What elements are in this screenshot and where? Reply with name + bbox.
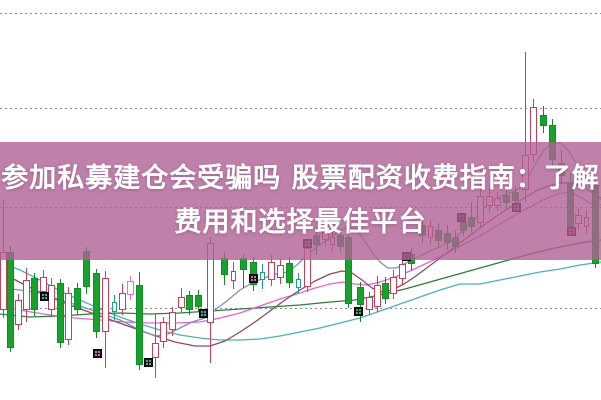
signal-marker-dot [359,309,361,311]
candle [48,285,55,310]
candle [286,263,293,283]
signal-marker-dot [42,294,44,296]
candle [357,287,364,305]
candle [169,312,176,330]
candle [23,280,30,310]
candle [277,265,284,278]
signal-marker-dot [204,311,206,313]
ma-line-cyan-long [0,261,601,341]
candle [186,295,193,310]
candle-wick [525,52,526,202]
signal-marker [144,358,153,367]
candle [221,258,228,275]
signal-marker-dot [146,360,148,362]
candle [382,283,389,299]
headline-line-2: 费用和选择最佳平台 [174,207,427,238]
signal-marker-dot [95,351,97,353]
candle [399,264,406,279]
headline-banner: 参加私募建仓会受骗吗 股票配资收费指南：了解 费用和选择最佳平台 [0,142,601,260]
signal-marker-dot [149,360,151,362]
signal-marker-dot [254,279,256,281]
candle [152,343,159,358]
gridline [0,13,601,14]
gridline [0,308,601,309]
candle [112,302,117,312]
candle [195,295,202,307]
signal-marker-dot [149,363,151,365]
signal-marker-dot [42,297,44,299]
signal-marker-dot [251,279,253,281]
signal-marker [93,349,102,358]
candle-wick [243,254,244,288]
candle [250,262,257,285]
candle [57,283,64,343]
signal-marker-dot [146,363,148,365]
signal-marker [40,292,49,301]
candle [390,277,397,294]
candle [7,252,14,348]
signal-marker [249,274,258,283]
candle [93,273,100,332]
signal-marker-dot [356,309,358,311]
signal-marker-dot [201,314,203,316]
signal-marker-dot [98,351,100,353]
signal-marker-dot [95,354,97,356]
signal-marker-dot [254,276,256,278]
candle [178,297,185,308]
signal-marker-dot [356,312,358,314]
candle [231,271,236,281]
candle [260,272,265,280]
signal-marker-dot [359,312,361,314]
candle [65,293,72,340]
candle [374,285,381,307]
signal-marker-dot [251,276,253,278]
candle [540,115,547,126]
candle [0,252,7,310]
candle [136,285,143,365]
candle [296,279,301,288]
signal-marker-dot [204,314,206,316]
candle [74,288,81,310]
signal-marker-dot [201,311,203,313]
signal-marker [199,309,208,318]
candle [40,277,47,292]
candle [268,262,275,280]
candle [366,297,373,310]
candle [127,281,134,295]
signal-marker [354,307,363,316]
signal-marker-dot [45,294,47,296]
headline-line-1: 参加私募建仓会受骗吗 股票配资收费指南：了解 [1,163,600,194]
candle [102,278,109,332]
signal-marker-dot [98,354,100,356]
candle [119,293,126,310]
candle [160,322,167,342]
gridline [0,108,601,109]
candle [15,300,22,325]
signal-marker-dot [45,297,47,299]
candle [31,278,38,310]
